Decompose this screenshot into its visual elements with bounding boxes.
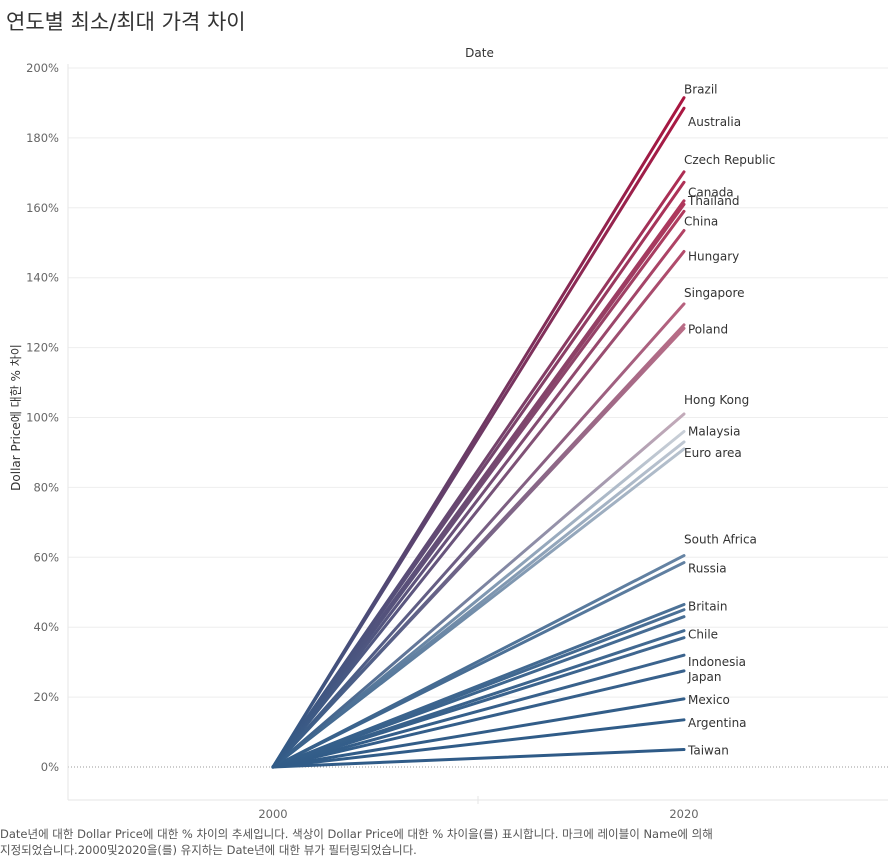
series-line — [271, 718, 686, 769]
series-line — [271, 697, 686, 769]
x-tick-label: 2020 — [669, 807, 698, 821]
series-label: Mexico — [688, 693, 730, 707]
series-line — [271, 602, 686, 769]
y-tick-label: 200% — [26, 61, 59, 75]
series-label: Argentina — [688, 716, 747, 730]
series-label: Australia — [688, 115, 741, 129]
series-labels: Brazil Australia Czech Republic CanadaThail… — [684, 83, 775, 758]
series-label: Hong Kong — [684, 393, 749, 407]
series-label: Poland — [688, 322, 728, 336]
series-line — [271, 96, 686, 769]
chart-caption: Date년에 대한 Dollar Price에 대한 % 차이의 추세입니다. … — [0, 826, 880, 858]
series-label: Britain — [688, 599, 728, 613]
series-line — [271, 429, 686, 769]
series-label: Russia — [688, 562, 727, 576]
y-tick-label: 140% — [26, 271, 59, 285]
caption-line-1: Date년에 대한 Dollar Price에 대한 % 차이의 추세입니다. … — [0, 827, 713, 841]
y-tick-label: 100% — [26, 411, 59, 425]
series-line — [271, 199, 686, 769]
series-label: Canada — [688, 185, 734, 199]
series-lines — [271, 96, 686, 769]
caption-line-2: 지정되었습니다.2000및2020을(를) 유지하는 Date년에 대한 뷰가 … — [0, 843, 417, 857]
y-tick-label: 160% — [26, 201, 59, 215]
series-label: Chile — [688, 628, 718, 642]
axes: Date 0% 20% 40% 60% 80% 100% 120% 140% 160% 180% 20… — [9, 46, 888, 821]
series-line — [271, 249, 686, 769]
series-line — [271, 302, 686, 769]
y-tick-label: 0% — [41, 760, 59, 774]
y-tick-label: 120% — [26, 341, 59, 355]
series-label: Malaysia — [688, 424, 740, 438]
series-label: Taiwan — [687, 744, 729, 758]
y-tick-label: 20% — [33, 690, 59, 704]
series-line — [271, 412, 686, 769]
series-line — [271, 554, 686, 769]
series-label: South Africa — [684, 533, 757, 547]
column-header: Date — [465, 46, 494, 60]
series-label: Brazil — [684, 83, 718, 97]
y-tick-label: 80% — [33, 480, 59, 494]
series-label: Euro area — [684, 446, 742, 460]
series-label: Thailand — [687, 194, 740, 208]
series-label: Hungary — [688, 249, 739, 263]
series-label: Czech Republic — [684, 153, 775, 167]
series-line — [271, 170, 686, 769]
y-tick-label: 180% — [26, 131, 59, 145]
x-tick-label: 2000 — [258, 807, 287, 821]
series-line — [271, 629, 686, 769]
series-line — [271, 323, 686, 769]
series-line — [271, 653, 686, 769]
series-line — [271, 229, 686, 769]
series-line — [271, 669, 686, 769]
series-label: Singapore — [684, 286, 745, 300]
series-label: Japan — [687, 670, 721, 684]
page-title: 연도별 최소/최대 가격 차이 — [6, 10, 246, 34]
gridlines — [68, 67, 888, 768]
y-axis-title: Dollar Price에 대한 % 차이 — [9, 344, 23, 491]
series-label: Indonesia — [688, 655, 746, 669]
series-line — [271, 748, 686, 769]
y-tick-label: 60% — [33, 550, 59, 564]
series-label: China — [684, 214, 718, 228]
y-tick-label: 40% — [33, 620, 59, 634]
